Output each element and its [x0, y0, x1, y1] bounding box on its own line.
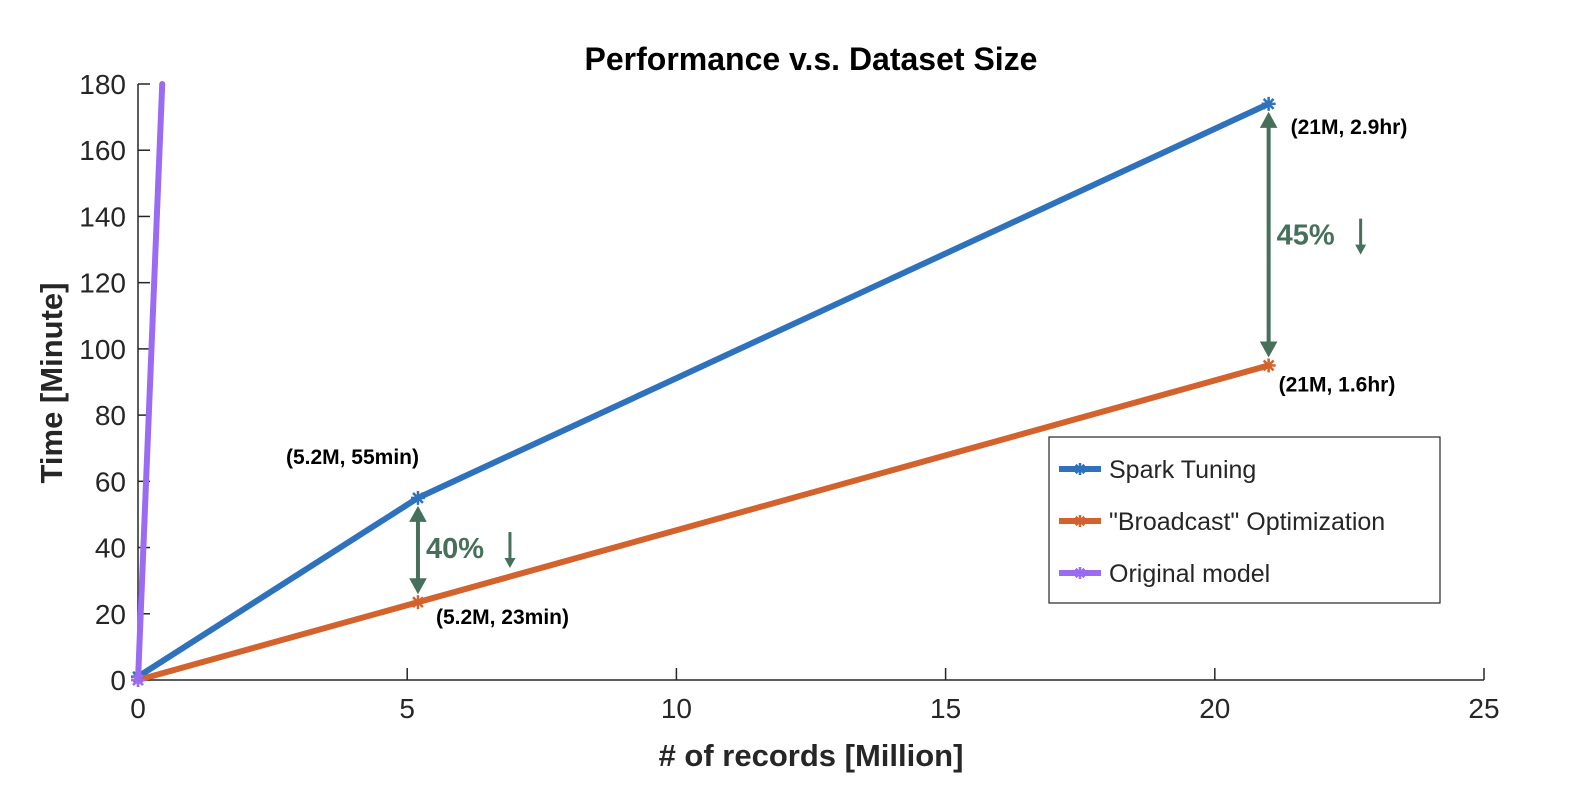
legend-label: "Broadcast" Optimization: [1109, 508, 1385, 536]
reduction-head-up: [409, 505, 427, 522]
y-tick-label: 80: [95, 400, 126, 431]
y-tick-label: 140: [79, 201, 126, 232]
marker-stroke: [1074, 567, 1086, 579]
marker-stroke: [132, 674, 144, 686]
reduction-head-down: [1259, 341, 1278, 358]
x-tick-label: 15: [930, 693, 961, 724]
reduction-label: 45%: [1277, 220, 1335, 252]
series-line-2: [135, 81, 166, 683]
legend-marker: [1074, 463, 1086, 475]
reduction-label: 40%: [426, 533, 484, 565]
reduction-arrow-1: 45%: [1259, 111, 1367, 358]
series-0-point-1: [410, 490, 425, 505]
marker-stroke: [1074, 515, 1086, 527]
axes: 0 5 10 15 20 25 0 20 40 60 80 100 120 140 160 180: [79, 69, 1499, 724]
legend-label: Original model: [1109, 560, 1270, 588]
x-tick-label: 5: [399, 693, 415, 724]
x-tick-label: 25: [1468, 693, 1499, 724]
marker-stroke: [1262, 98, 1275, 110]
legend-entry-0: Spark Tuning: [1059, 456, 1256, 484]
series-lines: [131, 81, 1276, 687]
point-annotation-0: (5.2M, 55min): [286, 446, 419, 469]
point-annotation-2: (21M, 2.9hr): [1291, 116, 1408, 139]
x-tick-label: 20: [1199, 693, 1230, 724]
reduction-indicator-head: [504, 558, 516, 569]
x-axis-title: # of records [Million]: [659, 738, 964, 773]
y-tick-label: 20: [95, 599, 126, 630]
series-1-point-1: [410, 595, 425, 610]
y-tick-label: 160: [79, 135, 126, 166]
legend-marker: [1074, 515, 1086, 527]
legend: Spark Tuning "Broadcast" Optimization Orig…: [1048, 436, 1441, 604]
legend-label: Spark Tuning: [1109, 456, 1256, 484]
marker-stroke: [1074, 463, 1086, 475]
y-tick-label: 120: [79, 268, 126, 299]
annotations: 40% 45% (5.2M, 55min) (5.2M, 23min) (21M, 2.…: [286, 111, 1408, 629]
point-annotation-3: (21M, 1.6hr): [1279, 373, 1396, 396]
reduction-head-down: [409, 578, 427, 595]
marker-stroke: [412, 492, 424, 504]
y-axis-title: Time [Minute]: [34, 283, 69, 484]
y-tick-label: 180: [79, 69, 126, 100]
legend-entry-1: "Broadcast" Optimization: [1059, 508, 1385, 536]
legend-box: [1048, 436, 1441, 604]
chart-title: Performance v.s. Dataset Size: [585, 41, 1038, 77]
series-2-point-0: [131, 673, 145, 687]
marker-stroke: [412, 596, 424, 609]
reduction-indicator-head: [1355, 244, 1367, 255]
y-tick-label: 0: [110, 665, 126, 696]
x-tick-label: 0: [130, 693, 146, 724]
y-tick-label: 100: [79, 334, 126, 365]
reduction-arrow-0: 40%: [409, 505, 516, 595]
y-tick-label: 60: [95, 466, 126, 497]
y-tick-label: 40: [95, 533, 126, 564]
series-1-point-2: [1261, 358, 1276, 373]
marker-stroke: [1262, 359, 1275, 372]
series-0-point-2: [1261, 96, 1276, 111]
legend-entry-2: Original model: [1059, 560, 1270, 588]
x-tick-label: 10: [661, 693, 692, 724]
point-annotation-1: (5.2M, 23min): [436, 606, 569, 629]
reduction-head-up: [1259, 111, 1278, 128]
legend-marker: [1074, 567, 1086, 579]
